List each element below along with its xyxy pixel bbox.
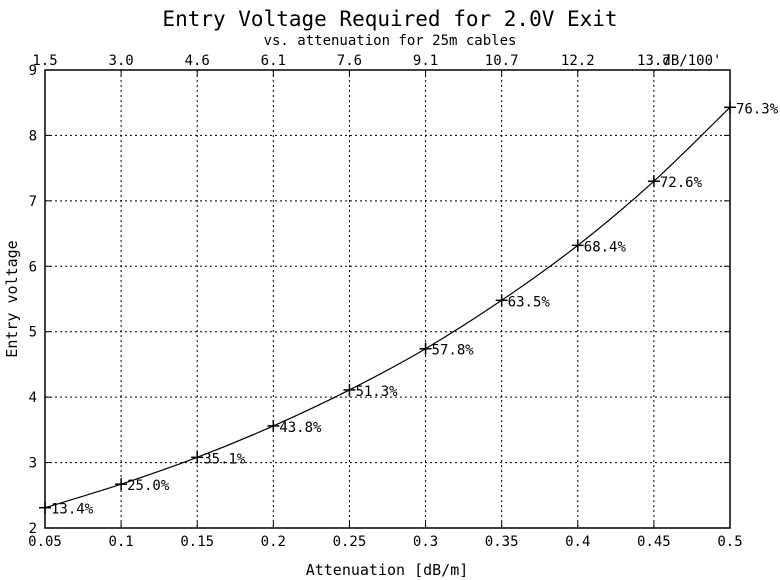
- data-point: 51.3%: [343, 383, 398, 400]
- top-axis-tick-label: 4.6: [185, 53, 210, 69]
- top-axis-unit: dB/100': [662, 53, 721, 69]
- data-label: 43.8%: [279, 420, 322, 436]
- x-tick-label: 0.15: [180, 534, 214, 550]
- x-tick-label: 0.4: [565, 534, 590, 550]
- top-axis-tick-label: 6.1: [261, 53, 286, 69]
- data-point: 25.0%: [115, 478, 170, 494]
- data-label: 35.1%: [203, 451, 246, 467]
- top-axis-tick-label: 12.2: [561, 53, 595, 69]
- axis-ticks: 0.05 0.1 0.15 0.2 0.25 0.3 0.35 0.4 0.45 0.5 2 3 4 5 6…: [28, 53, 743, 550]
- data-points: 13.4% 25.0% 35.1% 43.8% 51.3% 57.8% 63.5% 68.4%…: [39, 101, 779, 518]
- x-axis-label: Attenuation [dB/m]: [306, 561, 469, 579]
- data-point: 35.1%: [191, 451, 246, 467]
- data-label: 25.0%: [127, 478, 170, 494]
- data-point: 63.5%: [495, 294, 551, 310]
- data-point: 57.8%: [419, 342, 475, 359]
- chart-subtitle: vs. attenuation for 25m cables: [264, 33, 517, 49]
- data-label: 63.5%: [508, 294, 551, 310]
- y-tick-label: 3: [29, 456, 37, 472]
- data-point: 68.4%: [571, 239, 627, 255]
- data-label: 76.3%: [736, 101, 779, 117]
- data-label: 51.3%: [355, 384, 398, 400]
- x-tick-label: 0.2: [261, 534, 286, 550]
- grid: [45, 70, 730, 528]
- top-axis-tick-label: 9.1: [413, 53, 438, 69]
- top-axis-tick-label: 10.7: [485, 53, 519, 69]
- data-label: 13.4%: [51, 502, 94, 518]
- data-label: 68.4%: [584, 239, 627, 255]
- x-tick-label: 0.05: [28, 534, 62, 550]
- x-tick-label: 0.45: [637, 534, 671, 550]
- data-point: 43.8%: [267, 419, 322, 436]
- y-tick-label: 2: [29, 521, 37, 537]
- data-point: 13.4%: [39, 501, 94, 518]
- data-point: 76.3%: [724, 101, 779, 117]
- y-tick-label: 9: [29, 63, 37, 79]
- x-tick-label: 0.5: [717, 534, 742, 550]
- data-label: 72.6%: [660, 175, 703, 191]
- plot-frame: [44, 69, 731, 529]
- y-tick-label: 7: [29, 194, 37, 210]
- y-axis-label: Entry voltage: [3, 240, 21, 357]
- x-tick-label: 0.25: [333, 534, 367, 550]
- data-label: 57.8%: [432, 343, 475, 359]
- x-tick-label: 0.35: [485, 534, 519, 550]
- y-tick-label: 6: [29, 259, 37, 275]
- y-tick-label: 5: [29, 325, 37, 341]
- data-point: 72.6%: [647, 175, 703, 191]
- top-axis-tick-label: 13.7: [637, 53, 671, 69]
- y-tick-label: 8: [29, 128, 37, 144]
- top-axis-tick-label: 7.6: [337, 53, 362, 69]
- x-tick-label: 0.3: [413, 534, 438, 550]
- top-axis-tick-label: 3.0: [108, 53, 133, 69]
- x-tick-label: 0.1: [108, 534, 133, 550]
- series-line: [44, 106, 731, 509]
- y-tick-label: 4: [29, 390, 37, 406]
- chart-title: Entry Voltage Required for 2.0V Exit: [162, 7, 617, 31]
- top-axis-tick-label: 1.5: [32, 53, 57, 69]
